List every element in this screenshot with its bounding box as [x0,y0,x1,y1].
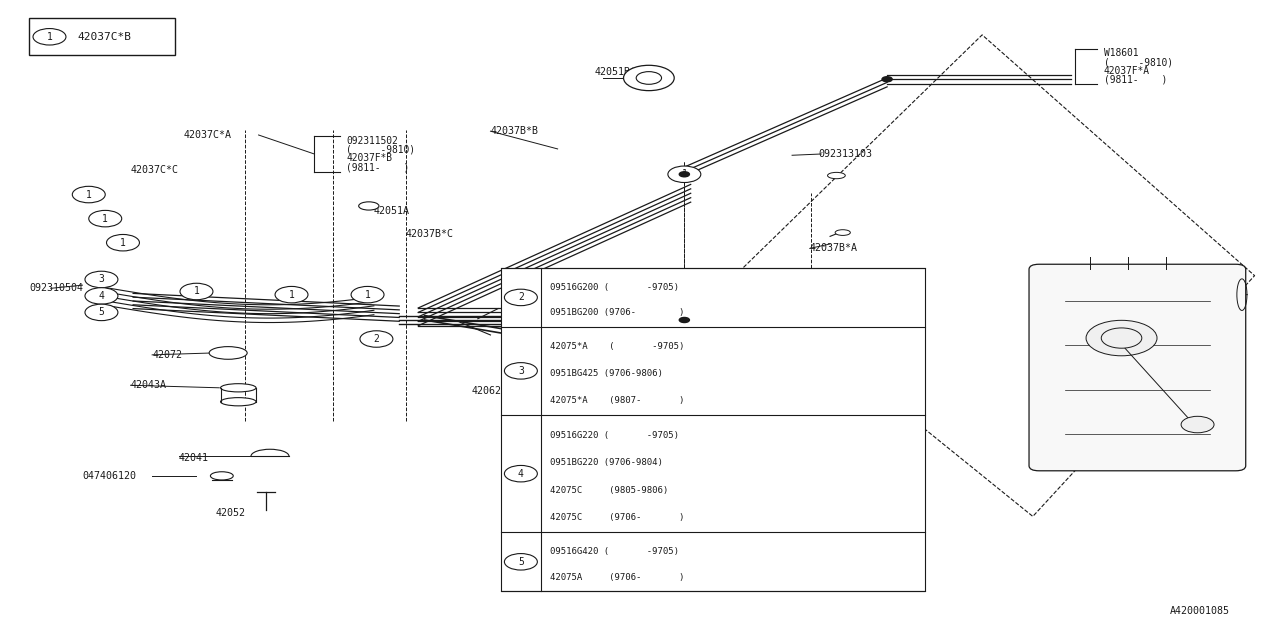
Circle shape [680,172,690,177]
Text: 092311502: 092311502 [346,136,398,146]
Text: 42043A: 42043A [131,380,166,390]
Text: 42062C: 42062C [609,326,645,337]
Text: (     -9810): ( -9810) [346,145,415,155]
Text: 42037F*A: 42037F*A [1103,66,1149,76]
Text: (     -9810): ( -9810) [1103,57,1172,67]
Circle shape [275,287,308,303]
Text: 42037C*A: 42037C*A [184,130,232,140]
Ellipse shape [828,172,845,179]
Circle shape [106,234,140,251]
Circle shape [504,554,538,570]
Text: 1: 1 [365,290,370,300]
Text: 3: 3 [99,275,105,284]
Text: 42062A: 42062A [471,386,507,396]
Ellipse shape [220,397,256,406]
Text: 1: 1 [681,169,687,179]
Text: 4: 4 [518,468,524,479]
Circle shape [88,211,122,227]
Text: 1: 1 [193,287,200,296]
Circle shape [84,304,118,321]
Circle shape [668,166,701,182]
Circle shape [33,29,67,45]
Text: 42062B: 42062B [584,358,621,368]
Ellipse shape [210,472,233,480]
Circle shape [351,287,384,303]
Ellipse shape [220,383,256,392]
Circle shape [882,77,892,82]
Text: 42075A     (9706-       ): 42075A (9706- ) [550,573,685,582]
Text: 42075*A    (9807-       ): 42075*A (9807- ) [550,396,685,404]
Text: 4: 4 [99,291,105,301]
Text: 092310504: 092310504 [29,284,83,293]
Text: (9811-    ): (9811- ) [1103,75,1167,85]
Ellipse shape [358,202,379,210]
Text: 09516G220 (       -9705): 09516G220 ( -9705) [550,431,678,440]
Text: 1: 1 [288,290,294,300]
Text: 3: 3 [518,366,524,376]
Text: 42037B*C: 42037B*C [406,230,453,239]
Text: 1: 1 [86,189,92,200]
Text: 0951BG425 (9706-9806): 0951BG425 (9706-9806) [550,369,663,378]
Text: 42075C     (9805-9806): 42075C (9805-9806) [550,486,668,495]
Text: 047406120: 047406120 [82,472,137,481]
Text: 5: 5 [518,557,524,567]
Text: 42037C*C: 42037C*C [131,165,179,175]
Circle shape [504,289,538,306]
Text: (9811-    ): (9811- ) [346,163,410,172]
Circle shape [1101,328,1142,348]
Text: 42037B*B: 42037B*B [490,126,539,136]
Circle shape [623,65,675,91]
Text: 42041: 42041 [179,453,209,463]
Ellipse shape [209,347,247,359]
FancyBboxPatch shape [1029,264,1245,471]
Circle shape [1181,416,1213,433]
Text: 42052: 42052 [215,508,246,518]
Text: 2: 2 [518,292,524,303]
Text: 42072: 42072 [152,350,182,360]
Text: 42051B*A: 42051B*A [594,67,643,77]
Circle shape [72,186,105,203]
Text: 1: 1 [102,214,109,223]
Circle shape [680,317,690,323]
Text: 42075*A    (       -9705): 42075*A ( -9705) [550,342,685,351]
Circle shape [504,465,538,482]
Text: 42037F*B: 42037F*B [346,154,392,163]
Text: 1: 1 [46,32,52,42]
Bar [500,268,925,591]
Text: 1: 1 [120,237,125,248]
Circle shape [180,284,212,300]
Text: 42037C*B: 42037C*B [77,32,132,42]
Text: 42075C     (9706-       ): 42075C (9706- ) [550,513,685,522]
Text: 0951BG200 (9706-        ): 0951BG200 (9706- ) [550,308,685,317]
Text: 0951BG220 (9706-9804): 0951BG220 (9706-9804) [550,458,663,467]
Circle shape [84,271,118,288]
Circle shape [1085,320,1157,356]
Text: 092313103: 092313103 [819,149,873,159]
Circle shape [84,288,118,304]
Circle shape [636,72,662,84]
Bar [29,19,175,55]
Text: 42051A: 42051A [374,206,410,216]
Text: A420001085: A420001085 [1170,607,1230,616]
Text: 09516G420 (       -9705): 09516G420 ( -9705) [550,547,678,556]
Circle shape [504,363,538,379]
Text: W18601: W18601 [1103,48,1138,58]
Text: 42037B*A: 42037B*A [810,243,858,253]
Ellipse shape [835,230,850,236]
Text: 2: 2 [374,334,379,344]
Circle shape [360,331,393,348]
Text: 5: 5 [99,307,105,317]
Text: 09516G200 (       -9705): 09516G200 ( -9705) [550,283,678,292]
